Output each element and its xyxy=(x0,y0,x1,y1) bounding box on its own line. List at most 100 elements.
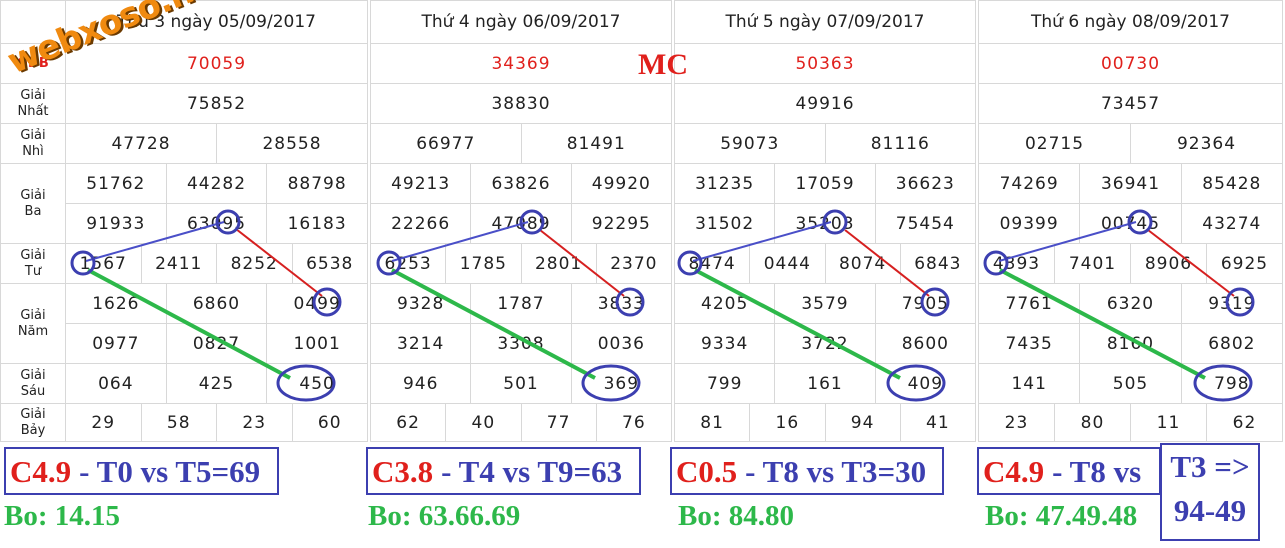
prize-number: 36623 xyxy=(874,163,976,204)
prize-number: 43274 xyxy=(1180,203,1283,244)
prize-number: 141 xyxy=(978,363,1081,404)
row-label: GĐB xyxy=(0,43,66,84)
prize-number: 16 xyxy=(749,403,826,442)
prize-number: 161 xyxy=(774,363,876,404)
prize-number: 6253 xyxy=(370,243,447,284)
row-label: Giải Ba xyxy=(0,163,66,244)
prize-number: 7401 xyxy=(1054,243,1131,284)
prize-number: 29 xyxy=(65,403,142,442)
prize-number: 75852 xyxy=(65,83,368,124)
prize-number: 7761 xyxy=(978,283,1081,324)
note-extra-2: 94-49 xyxy=(1173,493,1247,528)
prize-number: 799 xyxy=(674,363,776,404)
prize-number: 28558 xyxy=(216,123,368,164)
note-extra-box: T3 => 94-49 xyxy=(1160,443,1260,541)
prize-number: 00745 xyxy=(1079,203,1182,244)
prize-number: 31235 xyxy=(674,163,776,204)
note-text: - T8 vs T3=30 xyxy=(745,454,927,489)
prize-number: 62 xyxy=(1206,403,1283,442)
prize-number: 9328 xyxy=(370,283,472,324)
prize-number: 505 xyxy=(1079,363,1182,404)
prize-number: 16183 xyxy=(266,203,368,244)
prize-number: 49916 xyxy=(674,83,976,124)
prize-number: 450 xyxy=(266,363,368,404)
note-box: C0.5- T8 vs T3=30 xyxy=(670,447,944,495)
prize-number: 8474 xyxy=(674,243,751,284)
prize-number: 47728 xyxy=(65,123,217,164)
note-text: - T0 vs T5=69 xyxy=(79,454,261,489)
prize-number: 66977 xyxy=(370,123,522,164)
prize-number: 6320 xyxy=(1079,283,1182,324)
prize-number: 23 xyxy=(216,403,293,442)
bo-text: Bo: 84.80 xyxy=(678,500,794,532)
note-code: C3.8 xyxy=(372,454,434,489)
prize-number: 3308 xyxy=(470,323,572,364)
prize-number: 74269 xyxy=(978,163,1081,204)
prize-number: 3579 xyxy=(774,283,876,324)
prize-number: 91933 xyxy=(65,203,167,244)
prize-number: 7435 xyxy=(978,323,1081,364)
row-label: Giải Bảy xyxy=(0,403,66,442)
prize-number: 3214 xyxy=(370,323,472,364)
note-code: C4.9 xyxy=(10,454,72,489)
prize-number: 02715 xyxy=(978,123,1131,164)
note-text: - T4 vs T9=63 xyxy=(441,454,623,489)
row-label: Giải Nhất xyxy=(0,83,66,124)
prize-number: 81 xyxy=(674,403,751,442)
prize-number: 7905 xyxy=(874,283,976,324)
prize-number: 47089 xyxy=(470,203,572,244)
prize-number: 1787 xyxy=(470,283,572,324)
prize-number: 1626 xyxy=(65,283,167,324)
note-box: C4.9- T0 vs T5=69 xyxy=(4,447,279,495)
prize-number: 9319 xyxy=(1180,283,1283,324)
date-header: Thứ 6 ngày 08/09/2017 xyxy=(978,0,1283,44)
prize-number: 8252 xyxy=(216,243,293,284)
note-extra: T3 => xyxy=(1170,449,1250,484)
prize-number: 63095 xyxy=(165,203,268,244)
prize-number: 23 xyxy=(978,403,1055,442)
prize-number: 41 xyxy=(899,403,976,442)
prize-number: 60 xyxy=(291,403,368,442)
prize-number: 81116 xyxy=(824,123,976,164)
prize-number: 0444 xyxy=(749,243,826,284)
prize-number: 88798 xyxy=(266,163,368,204)
prize-number: 3722 xyxy=(774,323,876,364)
prize-number: 409 xyxy=(874,363,976,404)
date-header: Thứ 4 ngày 06/09/2017 xyxy=(370,0,672,44)
special-prize: 70059 xyxy=(65,43,368,84)
note-box: C4.9- T8 vs xyxy=(977,447,1161,495)
date-header: Thứ 3 ngày 05/09/2017 xyxy=(65,0,368,44)
row-label: Giải Tư xyxy=(0,243,66,284)
prize-number: 369 xyxy=(570,363,672,404)
note-code: C4.9 xyxy=(983,454,1045,489)
prize-number: 31502 xyxy=(674,203,776,244)
prize-number: 59073 xyxy=(674,123,826,164)
prize-number: 49920 xyxy=(570,163,672,204)
special-prize: 34369 xyxy=(370,43,672,84)
prize-number: 4205 xyxy=(674,283,776,324)
prize-number: 6860 xyxy=(165,283,268,324)
prize-number: 80 xyxy=(1054,403,1131,442)
row-label: Giải Sáu xyxy=(0,363,66,404)
prize-number: 77 xyxy=(520,403,597,442)
prize-number: 1785 xyxy=(445,243,522,284)
prize-number: 3833 xyxy=(570,283,672,324)
prize-number: 63826 xyxy=(470,163,572,204)
bo-text: Bo: 47.49.48 xyxy=(985,500,1138,532)
note-box: C3.8- T4 vs T9=63 xyxy=(366,447,641,495)
prize-number: 0827 xyxy=(165,323,268,364)
prize-number: 40 xyxy=(445,403,522,442)
prize-number: 501 xyxy=(470,363,572,404)
prize-number: 6538 xyxy=(291,243,368,284)
prize-number: 064 xyxy=(65,363,167,404)
prize-number: 75454 xyxy=(874,203,976,244)
prize-number: 9334 xyxy=(674,323,776,364)
prize-number: 22266 xyxy=(370,203,472,244)
prize-number: 81491 xyxy=(520,123,672,164)
prize-number: 1001 xyxy=(266,323,368,364)
prize-number: 8074 xyxy=(824,243,901,284)
prize-number: 44282 xyxy=(165,163,268,204)
row-label: Giải Năm xyxy=(0,283,66,364)
prize-number: 0036 xyxy=(570,323,672,364)
